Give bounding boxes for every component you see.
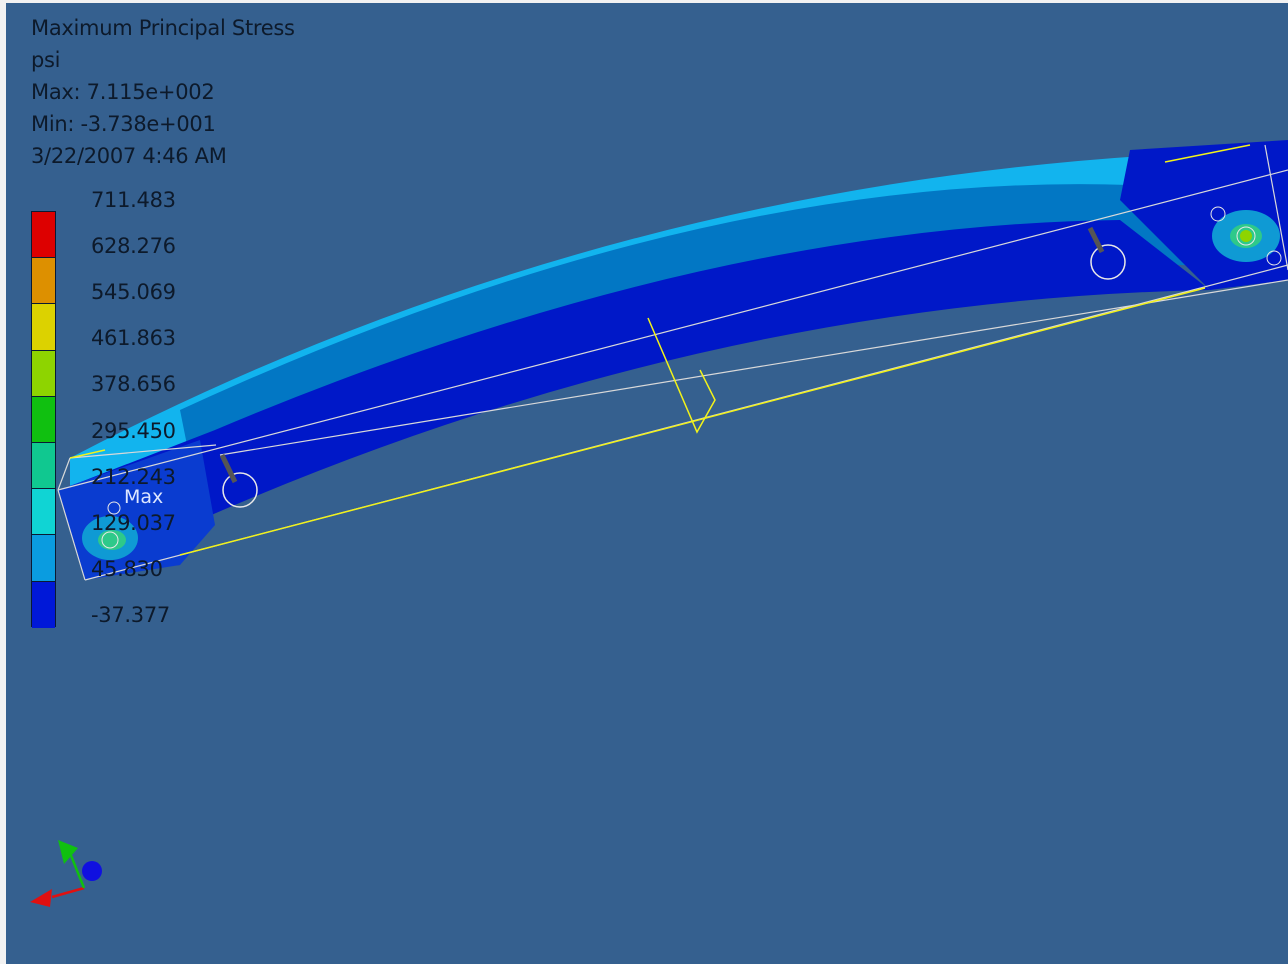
- load-constraint-lines: [69, 144, 1251, 556]
- window-left-border: [0, 0, 6, 964]
- bolt-marker-left: [219, 453, 258, 508]
- view-triad[interactable]: [30, 840, 102, 907]
- legend-value: 628.276: [91, 234, 176, 258]
- legend-swatch: [32, 304, 55, 351]
- legend-value: 212.243: [91, 465, 176, 489]
- legend-swatch: [32, 396, 55, 443]
- legend-value: 545.069: [91, 280, 176, 304]
- result-timestamp: 3/22/2007 4:46 AM: [31, 144, 227, 168]
- node-marker: [1236, 226, 1256, 246]
- bolt-marker-right: [1087, 226, 1126, 280]
- result-info-panel: Maximum Principal Stress psi Max: 7.115e…: [31, 12, 295, 172]
- legend-value: 129.037: [91, 511, 176, 535]
- legend-swatch: [32, 350, 55, 397]
- legend-swatch: [32, 442, 55, 490]
- legend-value: 295.450: [91, 419, 176, 443]
- result-units: psi: [31, 48, 61, 72]
- legend-swatch: [32, 489, 55, 536]
- result-max: Max: 7.115e+002: [31, 80, 215, 104]
- legend-value: 45.830: [91, 557, 163, 581]
- legend-swatch: [32, 581, 55, 628]
- legend-color-bar: [31, 211, 56, 628]
- result-min: Min: -3.738e+001: [31, 112, 216, 136]
- legend-value: 378.656: [91, 372, 176, 396]
- legend-value: 461.863: [91, 326, 176, 350]
- stress-hotspot-left-inner: [98, 530, 126, 550]
- legend-swatch: [32, 212, 55, 259]
- node-marker: [107, 501, 121, 515]
- node-marker: [1266, 250, 1282, 266]
- node-marker: [101, 531, 119, 549]
- beam-front-face: [60, 220, 1210, 570]
- result-title: Maximum Principal Stress: [31, 16, 295, 40]
- legend-value: 711.483: [91, 188, 176, 212]
- window-top-border: [0, 0, 1288, 3]
- node-marker: [1210, 206, 1226, 222]
- max-marker-label: Max: [124, 486, 163, 508]
- legend-swatch: [32, 535, 55, 582]
- legend-swatch: [32, 258, 55, 305]
- legend-value: -37.377: [91, 603, 170, 627]
